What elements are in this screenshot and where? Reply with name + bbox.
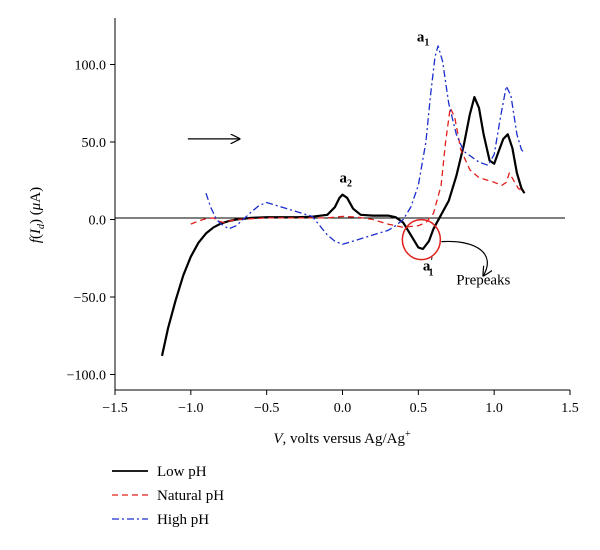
y-tick-label: −100.0 [67,369,106,384]
x-tick-label: 0.0 [334,401,352,416]
series-line-natural-ph [190,107,525,228]
y-axis-label-i: I [28,228,44,235]
annotation-a1-label: a [417,29,425,45]
annotation-a2-label: a [339,170,347,186]
x-tick-label: 0.5 [410,401,428,416]
prepeak-circle [401,218,442,261]
annotation-a2: a2 [339,170,352,189]
annotation-a1-prime-sub: 1 [428,268,433,279]
legend-label: High pH [157,512,209,528]
y-tick-label: 100.0 [75,59,107,74]
y-axis-label: f(Id) (μA) [28,187,47,243]
x-tick-label: −1.5 [102,401,127,416]
annotation-a2-sub: 2 [347,178,352,189]
x-axis-label: V, volts versus Ag/Ag+ [273,429,411,447]
y-tick-label: 0.0 [89,214,107,229]
y-axis-label-mu: μ [28,202,44,211]
annotation-a1-prime-label: a [423,259,431,275]
annotation-a1-prime: a′ 1 [423,256,434,279]
annotation-a1-prime-mark: ′ [430,256,433,268]
annotation-a1: a1 [417,29,430,48]
legend: Low pH Natural pH High pH [112,464,224,528]
x-tick-label: 1.0 [485,401,503,416]
annotation-prepeaks: Prepeaks [456,273,510,289]
x-tick-label: −1.0 [178,401,203,416]
x-tick-label: −0.5 [254,401,279,416]
y-axis-label-open: ( [28,234,44,239]
y-axis-label-close: ) [28,219,44,224]
x-ticks: −1.5 −1.0 −0.5 0.0 0.5 1.0 1.5 [102,390,579,416]
y-axis-label-sub: d [36,223,47,229]
x-axis-label-var: V [273,431,284,447]
legend-label: Low pH [157,464,207,480]
series-line-high-ph [205,45,525,245]
annotation-a1-sub: 1 [424,37,429,48]
x-axis-label-rest: , volts versus Ag/Ag [283,431,406,447]
y-axis-label-f: f [28,237,44,243]
legend-label: Natural pH [157,488,224,504]
y-tick-label: −50.0 [74,291,106,306]
series-group [160,45,526,357]
y-axis-label-unit-open: ( [28,210,44,219]
y-tick-label: 50.0 [82,136,107,151]
series-line-low-ph [160,96,526,357]
y-ticks: −100.0 −50.0 0.0 50.0 100.0 [67,59,115,384]
x-tick-label: 1.5 [561,401,579,416]
x-axis-label-sup: + [405,429,411,440]
y-axis-label-unit: A) [28,187,44,203]
prepeak-curved-arrow [441,240,487,275]
